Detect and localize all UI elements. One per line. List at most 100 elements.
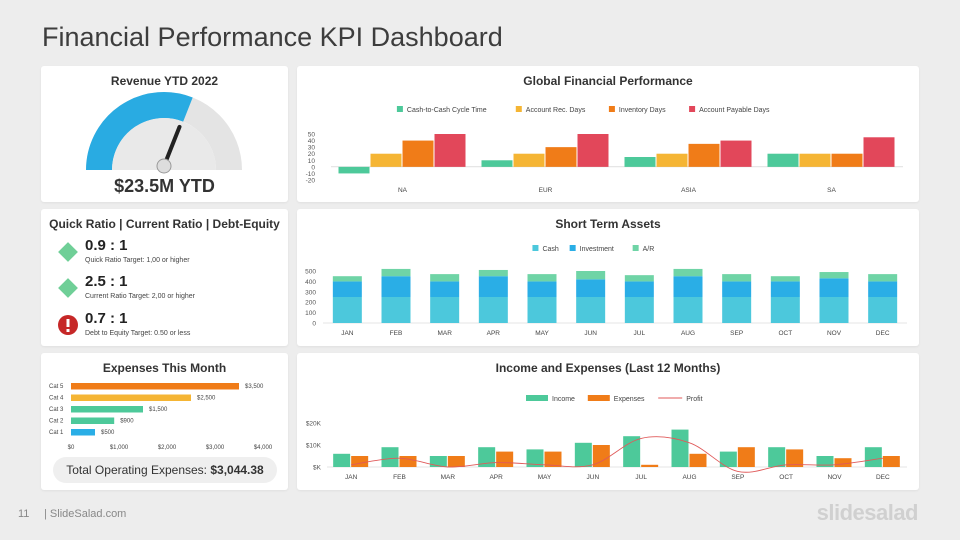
bar-segment bbox=[576, 279, 606, 297]
data-label: $1,500 bbox=[149, 407, 168, 413]
x-tick-label: $0 bbox=[68, 445, 75, 451]
site-link[interactable]: | SlideSalad.com bbox=[44, 508, 127, 520]
bar bbox=[351, 456, 369, 467]
profit-line bbox=[351, 436, 883, 473]
bar bbox=[641, 464, 659, 467]
bar bbox=[402, 140, 434, 167]
bar bbox=[816, 456, 834, 467]
alert-icon bbox=[58, 315, 78, 335]
legend-label: Cash bbox=[542, 246, 558, 253]
y-tick-label: 0 bbox=[312, 321, 316, 328]
x-tick-label: OCT bbox=[778, 330, 792, 337]
bar bbox=[767, 153, 799, 167]
x-tick-label: AUG bbox=[681, 330, 695, 337]
diamond-icon bbox=[58, 242, 78, 262]
legend-label: Profit bbox=[686, 396, 702, 403]
x-tick-label: MAY bbox=[538, 474, 552, 481]
bar-segment bbox=[770, 281, 800, 297]
legend-swatch bbox=[396, 106, 403, 112]
data-label: $500 bbox=[101, 430, 115, 436]
bar bbox=[592, 445, 610, 467]
bar bbox=[526, 449, 544, 467]
y-tick-label: $10K bbox=[306, 443, 322, 450]
y-tick-label: Cat 5 bbox=[49, 384, 64, 390]
y-tick-label: -10 bbox=[306, 171, 316, 178]
bar-segment bbox=[819, 272, 849, 279]
ratio-value: 0.9 : 1 bbox=[85, 237, 128, 254]
x-tick-label: DEC bbox=[876, 474, 890, 481]
bar bbox=[545, 147, 577, 167]
bar-segment bbox=[478, 297, 508, 323]
y-tick-label: Cat 3 bbox=[49, 407, 64, 413]
x-tick-label: SEP bbox=[731, 474, 744, 481]
bar bbox=[863, 137, 895, 167]
bar-segment bbox=[527, 297, 557, 323]
ratio-note: Current Ratio Target: 2,00 or higher bbox=[85, 293, 195, 300]
y-tick-label: 30 bbox=[308, 145, 316, 152]
legend-swatch bbox=[608, 106, 615, 112]
bar bbox=[71, 406, 143, 413]
bar-segment bbox=[770, 276, 800, 282]
y-tick-label: $K bbox=[313, 465, 322, 472]
bar-segment bbox=[478, 269, 508, 277]
x-tick-label: FEB bbox=[390, 330, 403, 337]
expenses-total: Total Operating Expenses: $3,044.38 bbox=[53, 457, 277, 483]
bar-segment bbox=[381, 276, 411, 297]
bar bbox=[574, 442, 592, 467]
bar bbox=[71, 383, 239, 390]
bar-segment bbox=[868, 297, 898, 323]
bar bbox=[71, 394, 191, 401]
bar bbox=[447, 456, 465, 467]
bar-segment bbox=[576, 271, 606, 280]
bar-segment bbox=[624, 297, 654, 323]
bar bbox=[577, 134, 609, 167]
bar bbox=[688, 143, 720, 167]
bar bbox=[71, 417, 115, 424]
bar-segment bbox=[868, 281, 898, 297]
ratios-card: Quick Ratio | Current Ratio | Debt-Equit… bbox=[41, 209, 288, 346]
legend-label: Account Payable Days bbox=[699, 107, 770, 114]
bar-segment bbox=[381, 268, 411, 277]
expenses-card: Expenses This Month Cat 5 $3,500 Cat 4 $2,5… bbox=[41, 353, 288, 490]
bar bbox=[434, 134, 466, 167]
x-tick-label: AUG bbox=[682, 474, 696, 481]
y-tick-label: 0 bbox=[311, 164, 315, 171]
bar bbox=[624, 157, 656, 167]
legend-swatch bbox=[689, 106, 696, 112]
legend-label: A/R bbox=[643, 246, 655, 253]
bar-segment bbox=[722, 297, 752, 323]
bar-segment bbox=[673, 276, 703, 297]
expenses-title: Expenses This Month bbox=[102, 361, 227, 375]
bar bbox=[671, 429, 689, 467]
x-tick-label: NOV bbox=[827, 330, 842, 337]
x-tick-label: JUN bbox=[584, 330, 597, 337]
bar bbox=[834, 458, 852, 467]
x-tick-label: SA bbox=[827, 187, 836, 194]
x-tick-label: $2,000 bbox=[158, 445, 177, 451]
bar-segment bbox=[332, 276, 362, 282]
bar-segment bbox=[332, 297, 362, 323]
income-card: Income and Expenses (Last 12 Months) Inc… bbox=[297, 353, 919, 490]
x-tick-label: $4,000 bbox=[254, 445, 273, 451]
legend-label: Account Rec. Days bbox=[526, 107, 586, 114]
gauge-inner bbox=[112, 118, 216, 170]
ratio-row-debt: 0.7 : 1 Debt to Equity Target: 0.50 or l… bbox=[57, 310, 287, 344]
data-label: $900 bbox=[120, 419, 134, 425]
bar-segment bbox=[430, 297, 460, 323]
slide-number: 11 bbox=[18, 508, 30, 520]
bar-segment bbox=[624, 281, 654, 297]
bar bbox=[399, 456, 417, 467]
bar bbox=[799, 153, 831, 167]
bar bbox=[496, 451, 514, 467]
bar-segment bbox=[868, 274, 898, 282]
data-label: $3,500 bbox=[245, 384, 264, 390]
global-card: Global Financial Performance Cash-to-Cas… bbox=[297, 66, 919, 202]
bar bbox=[478, 447, 496, 467]
global-title: Global Financial Performance bbox=[523, 74, 693, 88]
assets-title: Short Term Assets bbox=[555, 217, 661, 231]
legend-label: Income bbox=[552, 396, 575, 403]
bar bbox=[786, 449, 804, 467]
bar-segment bbox=[527, 274, 557, 282]
bar bbox=[720, 140, 752, 167]
x-tick-label: FEB bbox=[393, 474, 406, 481]
